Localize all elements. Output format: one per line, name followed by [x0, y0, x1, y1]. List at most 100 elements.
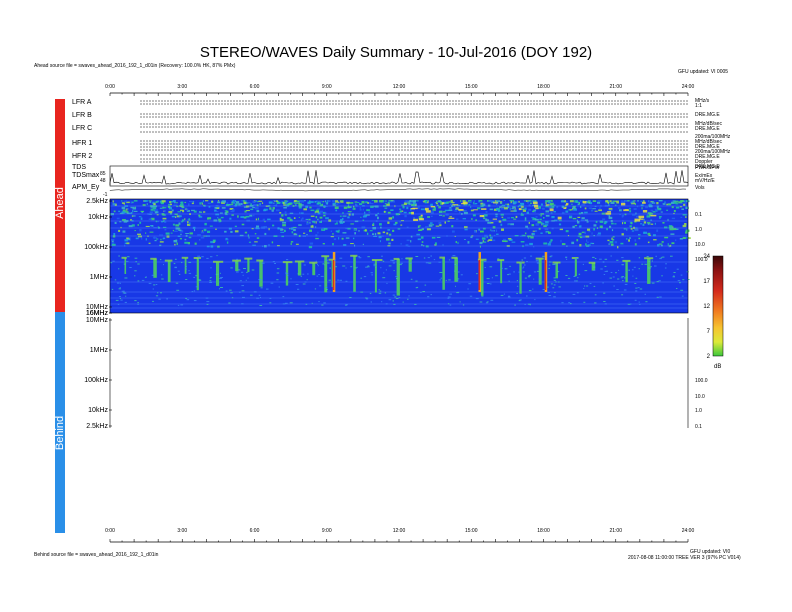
hfr-speckle	[594, 294, 597, 296]
hfr-speckle	[166, 298, 168, 300]
lfr-speckle	[540, 203, 543, 206]
lfr-speckle	[505, 203, 508, 205]
hk-right-tds: PWR/SPW	[695, 165, 720, 171]
hfr-speckle	[144, 276, 147, 278]
hfr-speckle	[550, 255, 553, 257]
lfr-speckle	[316, 201, 321, 203]
hfr-speckle	[266, 288, 269, 290]
hfr-speckle	[556, 271, 560, 273]
hfr-speckle	[242, 274, 244, 276]
hfr-speckle	[475, 298, 479, 300]
hfr-speckle	[555, 281, 557, 283]
hfr-speckle	[599, 258, 602, 260]
type-iii-burst	[324, 256, 328, 293]
hfr-speckle	[260, 297, 261, 298]
lfr-speckle	[471, 218, 473, 220]
lfr-speckle	[507, 203, 510, 205]
lfr-speckle	[204, 222, 207, 226]
hfr-speckle	[350, 266, 353, 268]
lfr-speckle	[454, 235, 456, 237]
lfr-speckle	[110, 239, 115, 241]
hfr-speckle	[242, 296, 245, 298]
hfr-speckle	[546, 286, 549, 288]
hfr-speckle	[489, 283, 492, 285]
lfr-speckle	[646, 215, 651, 218]
lfr-speckle	[412, 200, 416, 203]
lfr-speckle	[264, 220, 266, 223]
lfr-speckle	[378, 235, 382, 239]
lfr-speckle	[362, 219, 365, 221]
lfr-speckle	[641, 207, 643, 210]
ahead-source-text: Ahead source file = swaves_ahead_2016_19…	[34, 63, 236, 69]
lfr-speckle	[626, 238, 628, 240]
lfr-speckle	[267, 244, 271, 247]
hk-right-hfr-1: 200ma/100MHz MHz/dB/sec DRE.MG.E 200ma/1…	[695, 134, 731, 160]
lfr-speckle	[274, 200, 277, 202]
lfr-speckle	[299, 211, 301, 214]
lfr-speckle	[348, 213, 351, 216]
lfr-speckle	[319, 204, 322, 207]
hfr-speckle	[366, 266, 370, 268]
lfr-speckle	[224, 210, 228, 212]
lfr-speckle	[392, 229, 395, 232]
hfr-speckle	[526, 261, 528, 263]
lfr-speckle	[545, 206, 549, 208]
lfr-speckle	[231, 200, 234, 203]
lfr-speckle	[685, 200, 688, 202]
hfr-speckle	[304, 281, 307, 283]
lfr-speckle	[312, 220, 315, 223]
hfr-speckle	[160, 274, 163, 276]
hfr-speckle	[423, 257, 426, 259]
lfr-speckle	[543, 217, 545, 219]
lfr-speckle	[384, 203, 387, 205]
lfr-speckle	[572, 217, 577, 220]
lfr-speckle	[350, 206, 352, 208]
lfr-speckle	[539, 218, 542, 221]
lfr-speckle	[364, 211, 366, 214]
hfr-speckle	[548, 267, 550, 269]
hfr-speckle	[489, 266, 493, 268]
hfr-speckle	[522, 267, 524, 269]
lfr-speckle	[332, 243, 334, 246]
lfr-speckle	[184, 201, 187, 203]
hfr-speckle	[447, 296, 451, 298]
lfr-speckle	[330, 236, 334, 238]
lfr-speckle	[540, 222, 543, 224]
hfr-speckle	[533, 271, 537, 273]
lfr-hot-patch	[473, 209, 478, 211]
lfr-speckle	[630, 202, 634, 204]
lfr-speckle	[455, 241, 457, 244]
lfr-speckle	[459, 210, 461, 214]
lfr-speckle	[272, 224, 275, 227]
lfr-speckle	[475, 219, 477, 221]
lfr-speckle	[548, 201, 551, 204]
lfr-speckle	[619, 209, 622, 212]
lfr-speckle	[590, 242, 593, 244]
lfr-speckle	[417, 225, 420, 228]
lfr-speckle	[208, 205, 211, 208]
lfr-speckle	[250, 208, 254, 211]
lfr-hot-patch	[461, 203, 466, 205]
lfr-hot-patch	[557, 216, 562, 220]
lfr-speckle	[501, 228, 504, 231]
lfr-speckle	[638, 237, 641, 240]
lfr-speckle	[298, 216, 300, 218]
burst-head	[282, 261, 293, 264]
lfr-speckle	[337, 230, 340, 233]
lfr-speckle	[178, 222, 181, 225]
hfr-speckle	[345, 267, 347, 269]
hfr-speckle	[297, 273, 299, 275]
lfr-speckle	[118, 229, 121, 232]
lfr-speckle	[138, 235, 142, 238]
hfr-speckle	[554, 292, 556, 294]
lfr-speckle	[496, 233, 499, 235]
lfr-speckle	[633, 208, 637, 210]
burst-head	[393, 257, 400, 260]
lfr-speckle	[303, 208, 307, 211]
hfr-speckle	[548, 295, 552, 296]
lfr-speckle	[421, 236, 424, 239]
hk-label-lfr-a: LFR A	[72, 99, 92, 106]
lfr-speckle	[316, 200, 318, 202]
hfr-speckle	[664, 267, 667, 269]
lfr-speckle	[464, 239, 466, 240]
